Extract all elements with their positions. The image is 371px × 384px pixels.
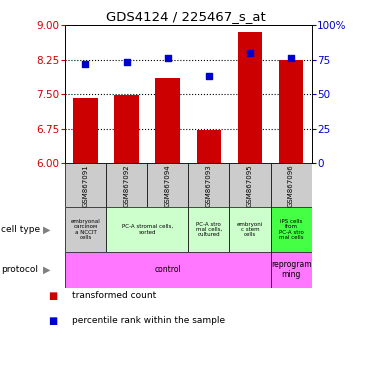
Bar xyxy=(270,207,312,252)
Text: GSM867096: GSM867096 xyxy=(288,164,294,207)
Text: ■: ■ xyxy=(48,316,58,326)
Text: ■: ■ xyxy=(48,291,58,301)
Bar xyxy=(65,252,270,288)
Bar xyxy=(229,207,270,252)
Text: GSM867093: GSM867093 xyxy=(206,164,212,207)
Text: control: control xyxy=(154,265,181,274)
Bar xyxy=(106,207,188,252)
Bar xyxy=(147,163,188,207)
Text: embryonal
carcinoм
a NCCIT
cells: embryonal carcinoм a NCCIT cells xyxy=(70,219,101,240)
Point xyxy=(165,55,171,61)
Bar xyxy=(65,207,106,252)
Text: GSM867095: GSM867095 xyxy=(247,164,253,207)
Bar xyxy=(73,98,98,163)
Text: cell type: cell type xyxy=(1,225,40,234)
Point xyxy=(82,61,88,67)
Bar xyxy=(65,163,106,207)
Text: reprogram
ming: reprogram ming xyxy=(271,260,311,279)
Text: ▶: ▶ xyxy=(43,224,50,235)
Point xyxy=(206,73,212,79)
Point xyxy=(124,59,129,65)
Text: GSM867092: GSM867092 xyxy=(124,164,129,207)
Bar xyxy=(270,252,312,288)
Bar xyxy=(188,207,229,252)
Bar xyxy=(188,163,229,207)
Point xyxy=(247,50,253,56)
Text: GSM867091: GSM867091 xyxy=(82,164,89,207)
Bar xyxy=(106,163,147,207)
Text: ▶: ▶ xyxy=(43,265,50,275)
Text: PC-A stro
mal cells,
cultured: PC-A stro mal cells, cultured xyxy=(196,222,222,237)
Text: GSM867094: GSM867094 xyxy=(165,164,171,207)
Text: GDS4124 / 225467_s_at: GDS4124 / 225467_s_at xyxy=(106,10,265,23)
Text: embryoni
c stem
cells: embryoni c stem cells xyxy=(237,222,263,237)
Text: transformed count: transformed count xyxy=(72,291,157,300)
Text: PC-A stromal cells,
sorted: PC-A stromal cells, sorted xyxy=(122,224,173,235)
Bar xyxy=(155,78,180,163)
Point xyxy=(288,55,294,61)
Bar xyxy=(238,32,262,163)
Bar xyxy=(197,129,221,163)
Bar xyxy=(114,96,139,163)
Bar xyxy=(229,163,270,207)
Bar xyxy=(279,60,303,163)
Text: percentile rank within the sample: percentile rank within the sample xyxy=(72,316,226,325)
Text: iPS cells
from
PC-A stro
mal cells: iPS cells from PC-A stro mal cells xyxy=(279,219,303,240)
Bar xyxy=(270,163,312,207)
Text: protocol: protocol xyxy=(1,265,38,274)
